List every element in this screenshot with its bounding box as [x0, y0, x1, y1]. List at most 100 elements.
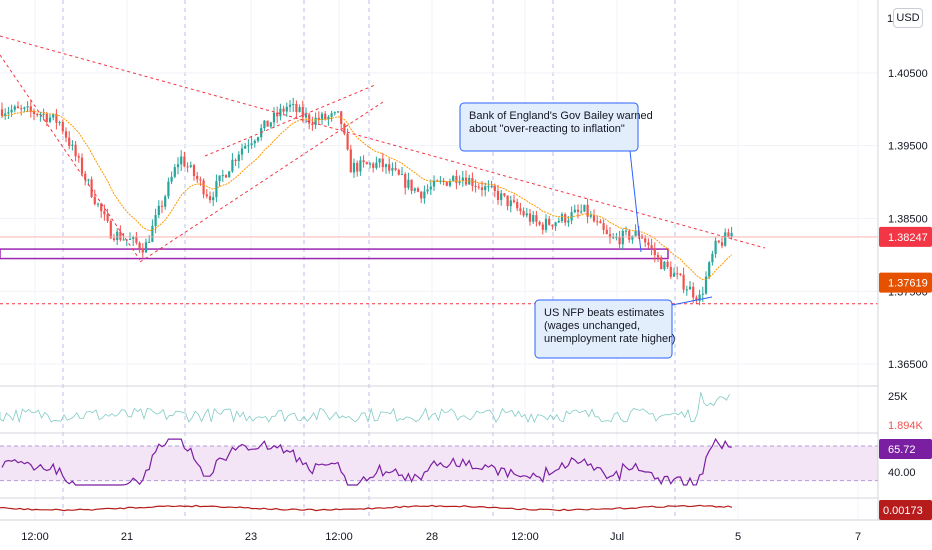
rsi-series — [1, 437, 732, 486]
callout-text-line: US NFP beats estimates — [544, 307, 665, 319]
candle-body — [333, 112, 336, 114]
candle-body — [474, 185, 477, 187]
price-badge-label: 1.37619 — [888, 278, 928, 290]
candle-body — [77, 156, 80, 158]
candle-body — [36, 114, 39, 116]
candle-body — [87, 179, 90, 181]
candle-body — [132, 236, 135, 239]
candle-body — [426, 189, 429, 192]
candle-body — [324, 113, 327, 120]
price-badge — [879, 226, 932, 247]
support-band — [0, 248, 669, 260]
candle-body — [356, 162, 359, 172]
candle-body — [144, 242, 148, 253]
candle-body — [548, 218, 551, 225]
candle-body — [388, 164, 391, 171]
downtrend-line — [0, 35, 766, 249]
candle-body — [669, 266, 672, 277]
candle-body — [186, 166, 189, 168]
candle-body — [701, 293, 704, 295]
candle-body — [516, 202, 519, 209]
candle-body — [29, 106, 32, 112]
candle-body — [612, 237, 615, 239]
candle-body — [522, 210, 525, 216]
candle-body — [119, 231, 122, 240]
candle-body — [55, 113, 58, 123]
rsi-line — [1, 437, 732, 486]
candle-body — [704, 276, 708, 294]
candle-body — [573, 209, 576, 213]
candle-body — [295, 104, 298, 112]
candle-body — [653, 248, 656, 256]
candle-body — [730, 232, 733, 237]
candle-body — [541, 224, 544, 230]
volume-line — [0, 392, 730, 424]
candle-body — [592, 215, 596, 222]
candle-body — [644, 238, 647, 243]
candle-body — [109, 221, 112, 239]
candle-body — [692, 286, 695, 298]
candle-body — [224, 175, 228, 178]
trendlines — [0, 35, 880, 305]
y-tick-label: 1.36500 — [888, 359, 928, 371]
candle-body — [116, 231, 119, 240]
candle-body — [80, 157, 84, 174]
candle-body — [452, 176, 455, 182]
candle-body — [679, 273, 682, 275]
callout-text-line: unemployment rate higher) — [544, 333, 675, 345]
candle-body — [212, 197, 215, 201]
candle-body — [672, 273, 676, 277]
callout-pointer — [629, 150, 642, 253]
candle-body — [138, 242, 141, 249]
candle-body — [506, 195, 509, 207]
candle-body — [48, 117, 52, 122]
candle-body — [349, 149, 352, 173]
candle-body — [525, 213, 528, 216]
candle-body — [100, 203, 103, 212]
candle-body — [487, 186, 490, 188]
candle-body — [231, 159, 234, 172]
candle-body — [631, 235, 634, 240]
candle-body — [218, 175, 221, 182]
candle-body — [391, 168, 394, 171]
candle-body — [420, 191, 423, 199]
candle-body — [599, 221, 602, 224]
candlestick-series — [0, 97, 733, 306]
candle-body — [93, 196, 96, 204]
candle-body — [567, 220, 570, 223]
candle-body — [148, 241, 151, 243]
candle-body — [288, 104, 292, 107]
callout-pointer — [671, 296, 713, 306]
candle-body — [586, 204, 589, 217]
candle-body — [605, 229, 608, 235]
candle-body — [596, 221, 599, 223]
candle-body — [570, 212, 573, 221]
candle-body — [714, 240, 717, 254]
x-tick-label: 7 — [855, 531, 861, 543]
ema-line — [1, 110, 732, 281]
candle-body — [164, 196, 167, 207]
x-tick-label: 23 — [245, 531, 257, 543]
candle-body — [84, 173, 87, 180]
candle-body — [327, 116, 330, 120]
candle-body — [256, 137, 260, 141]
channel-lower-line — [139, 101, 384, 263]
annotation-nfp: US NFP beats estimates(wages unchanged,u… — [534, 296, 713, 359]
candle-body — [397, 169, 400, 175]
candle-body — [708, 262, 711, 277]
candle-body — [535, 215, 538, 222]
candle-body — [32, 111, 36, 115]
candle-body — [170, 176, 173, 182]
candle-body — [650, 245, 653, 249]
candle-body — [13, 106, 16, 110]
candle-body — [346, 133, 349, 150]
candle-body — [141, 248, 144, 253]
candle-body — [663, 261, 666, 270]
currency-label[interactable]: USD — [893, 8, 923, 28]
channel-upper-line — [204, 84, 376, 157]
candle-body — [122, 239, 125, 241]
x-tick-label: 5 — [735, 531, 741, 543]
annotation-boe: Bank of England's Gov Bailey warnedabout… — [459, 102, 653, 253]
candle-body — [583, 204, 586, 212]
